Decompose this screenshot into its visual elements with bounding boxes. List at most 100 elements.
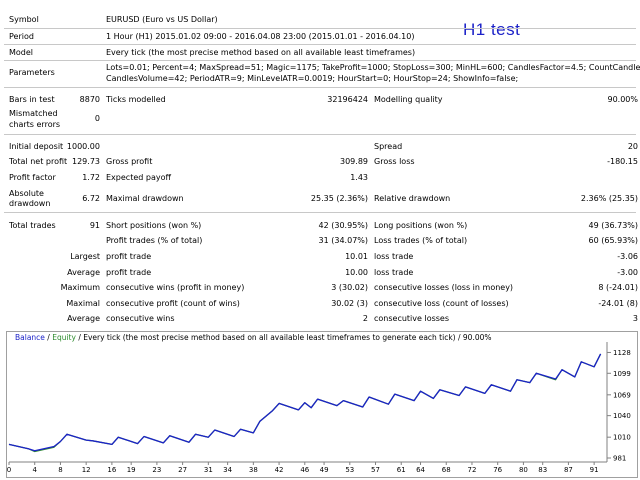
long-positions-value: 49 (36.73%) bbox=[588, 221, 638, 230]
x-tick-label: 27 bbox=[178, 466, 187, 474]
total-trades-label: Total trades bbox=[9, 221, 56, 230]
divider bbox=[4, 44, 636, 45]
legend-separator: / bbox=[44, 333, 53, 342]
divider bbox=[4, 60, 636, 61]
y-tick-label: 1040 bbox=[613, 412, 631, 420]
long-positions-label: Long positions (won %) bbox=[374, 221, 468, 230]
x-tick-label: 87 bbox=[564, 466, 573, 474]
x-tick-label: 83 bbox=[538, 466, 547, 474]
initial-deposit-value: 1000.00 bbox=[66, 142, 100, 151]
x-tick-label: 4 bbox=[32, 466, 37, 474]
maximal-consecutive-profit-label: consecutive profit (count of wins) bbox=[106, 299, 240, 308]
total-net-profit-label: Total net profit bbox=[9, 157, 68, 166]
gross-profit-value: 309.89 bbox=[340, 157, 368, 166]
maximal-drawdown-value: 25.35 (2.36%) bbox=[310, 194, 368, 203]
x-tick-label: 19 bbox=[127, 466, 136, 474]
x-tick-label: 0 bbox=[7, 466, 11, 474]
x-tick-label: 46 bbox=[300, 466, 309, 474]
chart-plot: 1128 1099 1069 1040 1010 981 0 4 8 12 16 19 23 27 31 34… bbox=[7, 342, 631, 474]
relative-drawdown-value: 2.36% (25.35) bbox=[580, 194, 638, 203]
x-tick-label: 31 bbox=[204, 466, 213, 474]
ticks-modelled-label: Ticks modelled bbox=[106, 95, 166, 104]
x-tick-label: 91 bbox=[590, 466, 599, 474]
modelling-quality-label: Modelling quality bbox=[374, 95, 443, 104]
profit-trades-label: Profit trades (% of total) bbox=[106, 236, 203, 245]
legend-equity: Equity bbox=[52, 333, 76, 342]
largest-loss-label: loss trade bbox=[374, 252, 414, 261]
largest-label: Largest bbox=[70, 252, 100, 261]
x-tick-label: 53 bbox=[345, 466, 354, 474]
legend-balance: Balance bbox=[15, 333, 45, 342]
absolute-drawdown-value: 6.72 bbox=[82, 194, 100, 203]
profit-factor-label: Profit factor bbox=[9, 173, 56, 182]
modelling-quality-value: 90.00% bbox=[607, 95, 638, 104]
x-tick-label: 57 bbox=[371, 466, 380, 474]
loss-trades-label: Loss trades (% of total) bbox=[374, 236, 468, 245]
short-positions-value: 42 (30.95%) bbox=[318, 221, 368, 230]
maximal-consecutive-loss-label: consecutive loss (count of losses) bbox=[374, 299, 509, 308]
avg-consecutive-losses-label: consecutive losses bbox=[374, 314, 450, 323]
largest-profit-label: profit trade bbox=[106, 252, 152, 261]
x-tick-label: 68 bbox=[442, 466, 451, 474]
average-loss-label: loss trade bbox=[374, 268, 414, 277]
loss-trades-value: 60 (65.93%) bbox=[588, 236, 638, 245]
maximal-consecutive-profit-value: 30.02 (3) bbox=[331, 299, 368, 308]
symbol-value: EURUSD (Euro vs US Dollar) bbox=[106, 15, 218, 24]
maximal-drawdown-label: Maximal drawdown bbox=[106, 194, 184, 203]
average-label: Average bbox=[67, 268, 100, 277]
divider bbox=[4, 134, 636, 135]
absolute-drawdown-label-2: drawdown bbox=[9, 199, 51, 208]
max-consecutive-losses-label: consecutive losses (loss in money) bbox=[374, 283, 514, 292]
average-2-label: Average bbox=[67, 314, 100, 323]
maximal-label: Maximal bbox=[66, 299, 100, 308]
x-tick-label: 16 bbox=[107, 466, 116, 474]
max-consecutive-wins-label: consecutive wins (profit in money) bbox=[106, 283, 245, 292]
relative-drawdown-label: Relative drawdown bbox=[374, 194, 451, 203]
chart-legend: Balance / Equity / Every tick (the most … bbox=[15, 333, 492, 342]
initial-deposit-label: Initial deposit bbox=[9, 142, 64, 151]
avg-consecutive-losses-value: 3 bbox=[632, 314, 638, 323]
balance-line bbox=[8, 353, 602, 452]
spread-label: Spread bbox=[374, 142, 403, 151]
y-tick-label: 1069 bbox=[613, 391, 631, 399]
x-tick-label: 76 bbox=[493, 466, 502, 474]
divider bbox=[4, 87, 636, 88]
mismatched-value: 0 bbox=[94, 114, 100, 123]
test-report: Symbol EURUSD (Euro vs US Dollar) H1 tes… bbox=[4, 15, 640, 323]
max-consecutive-losses-value: 8 (-24.01) bbox=[598, 283, 638, 292]
short-positions-label: Short positions (won %) bbox=[106, 221, 202, 230]
expected-payoff-label: Expected payoff bbox=[106, 173, 171, 182]
parameters-label: Parameters bbox=[9, 68, 55, 77]
y-tick-label: 1099 bbox=[613, 370, 631, 378]
average-loss-value: -3.00 bbox=[617, 268, 638, 277]
x-tick-label: 49 bbox=[320, 466, 329, 474]
gross-profit-label: Gross profit bbox=[106, 157, 153, 166]
x-tick-label: 8 bbox=[58, 466, 62, 474]
bars-in-test-value: 8870 bbox=[79, 95, 100, 104]
parameters-line-1: Lots=0.01; Percent=4; MaxSpread=51; Magi… bbox=[106, 63, 640, 72]
period-value: 1 Hour (H1) 2015.01.02 09:00 - 2016.04.0… bbox=[106, 32, 415, 41]
x-tick-label: 80 bbox=[519, 466, 528, 474]
divider bbox=[4, 28, 636, 29]
y-tick-label: 1010 bbox=[613, 434, 631, 442]
average-profit-label: profit trade bbox=[106, 268, 152, 277]
absolute-drawdown-label: Absolute bbox=[9, 189, 44, 198]
largest-profit-value: 10.01 bbox=[345, 252, 368, 261]
gross-loss-label: Gross loss bbox=[374, 157, 415, 166]
parameters-line-2: CandlesVolume=42; PeriodATR=9; MinLevelA… bbox=[106, 74, 519, 83]
profit-factor-value: 1.72 bbox=[82, 173, 100, 182]
divider bbox=[4, 212, 636, 213]
avg-consecutive-wins-value: 2 bbox=[362, 314, 368, 323]
maximum-label: Maximum bbox=[60, 283, 100, 292]
y-tick-label: 981 bbox=[613, 455, 626, 463]
model-label: Model bbox=[9, 48, 34, 57]
avg-consecutive-wins-label: consecutive wins bbox=[106, 314, 175, 323]
x-tick-label: 23 bbox=[152, 466, 161, 474]
mismatched-label: Mismatched bbox=[9, 109, 58, 118]
max-consecutive-wins-value: 3 (30.02) bbox=[331, 283, 368, 292]
largest-loss-value: -3.06 bbox=[617, 252, 638, 261]
model-value: Every tick (the most precise method base… bbox=[106, 48, 416, 57]
legend-description: / Every tick (the most precise method ba… bbox=[75, 333, 492, 342]
x-tick-label: 64 bbox=[416, 466, 425, 474]
period-label: Period bbox=[9, 32, 34, 41]
